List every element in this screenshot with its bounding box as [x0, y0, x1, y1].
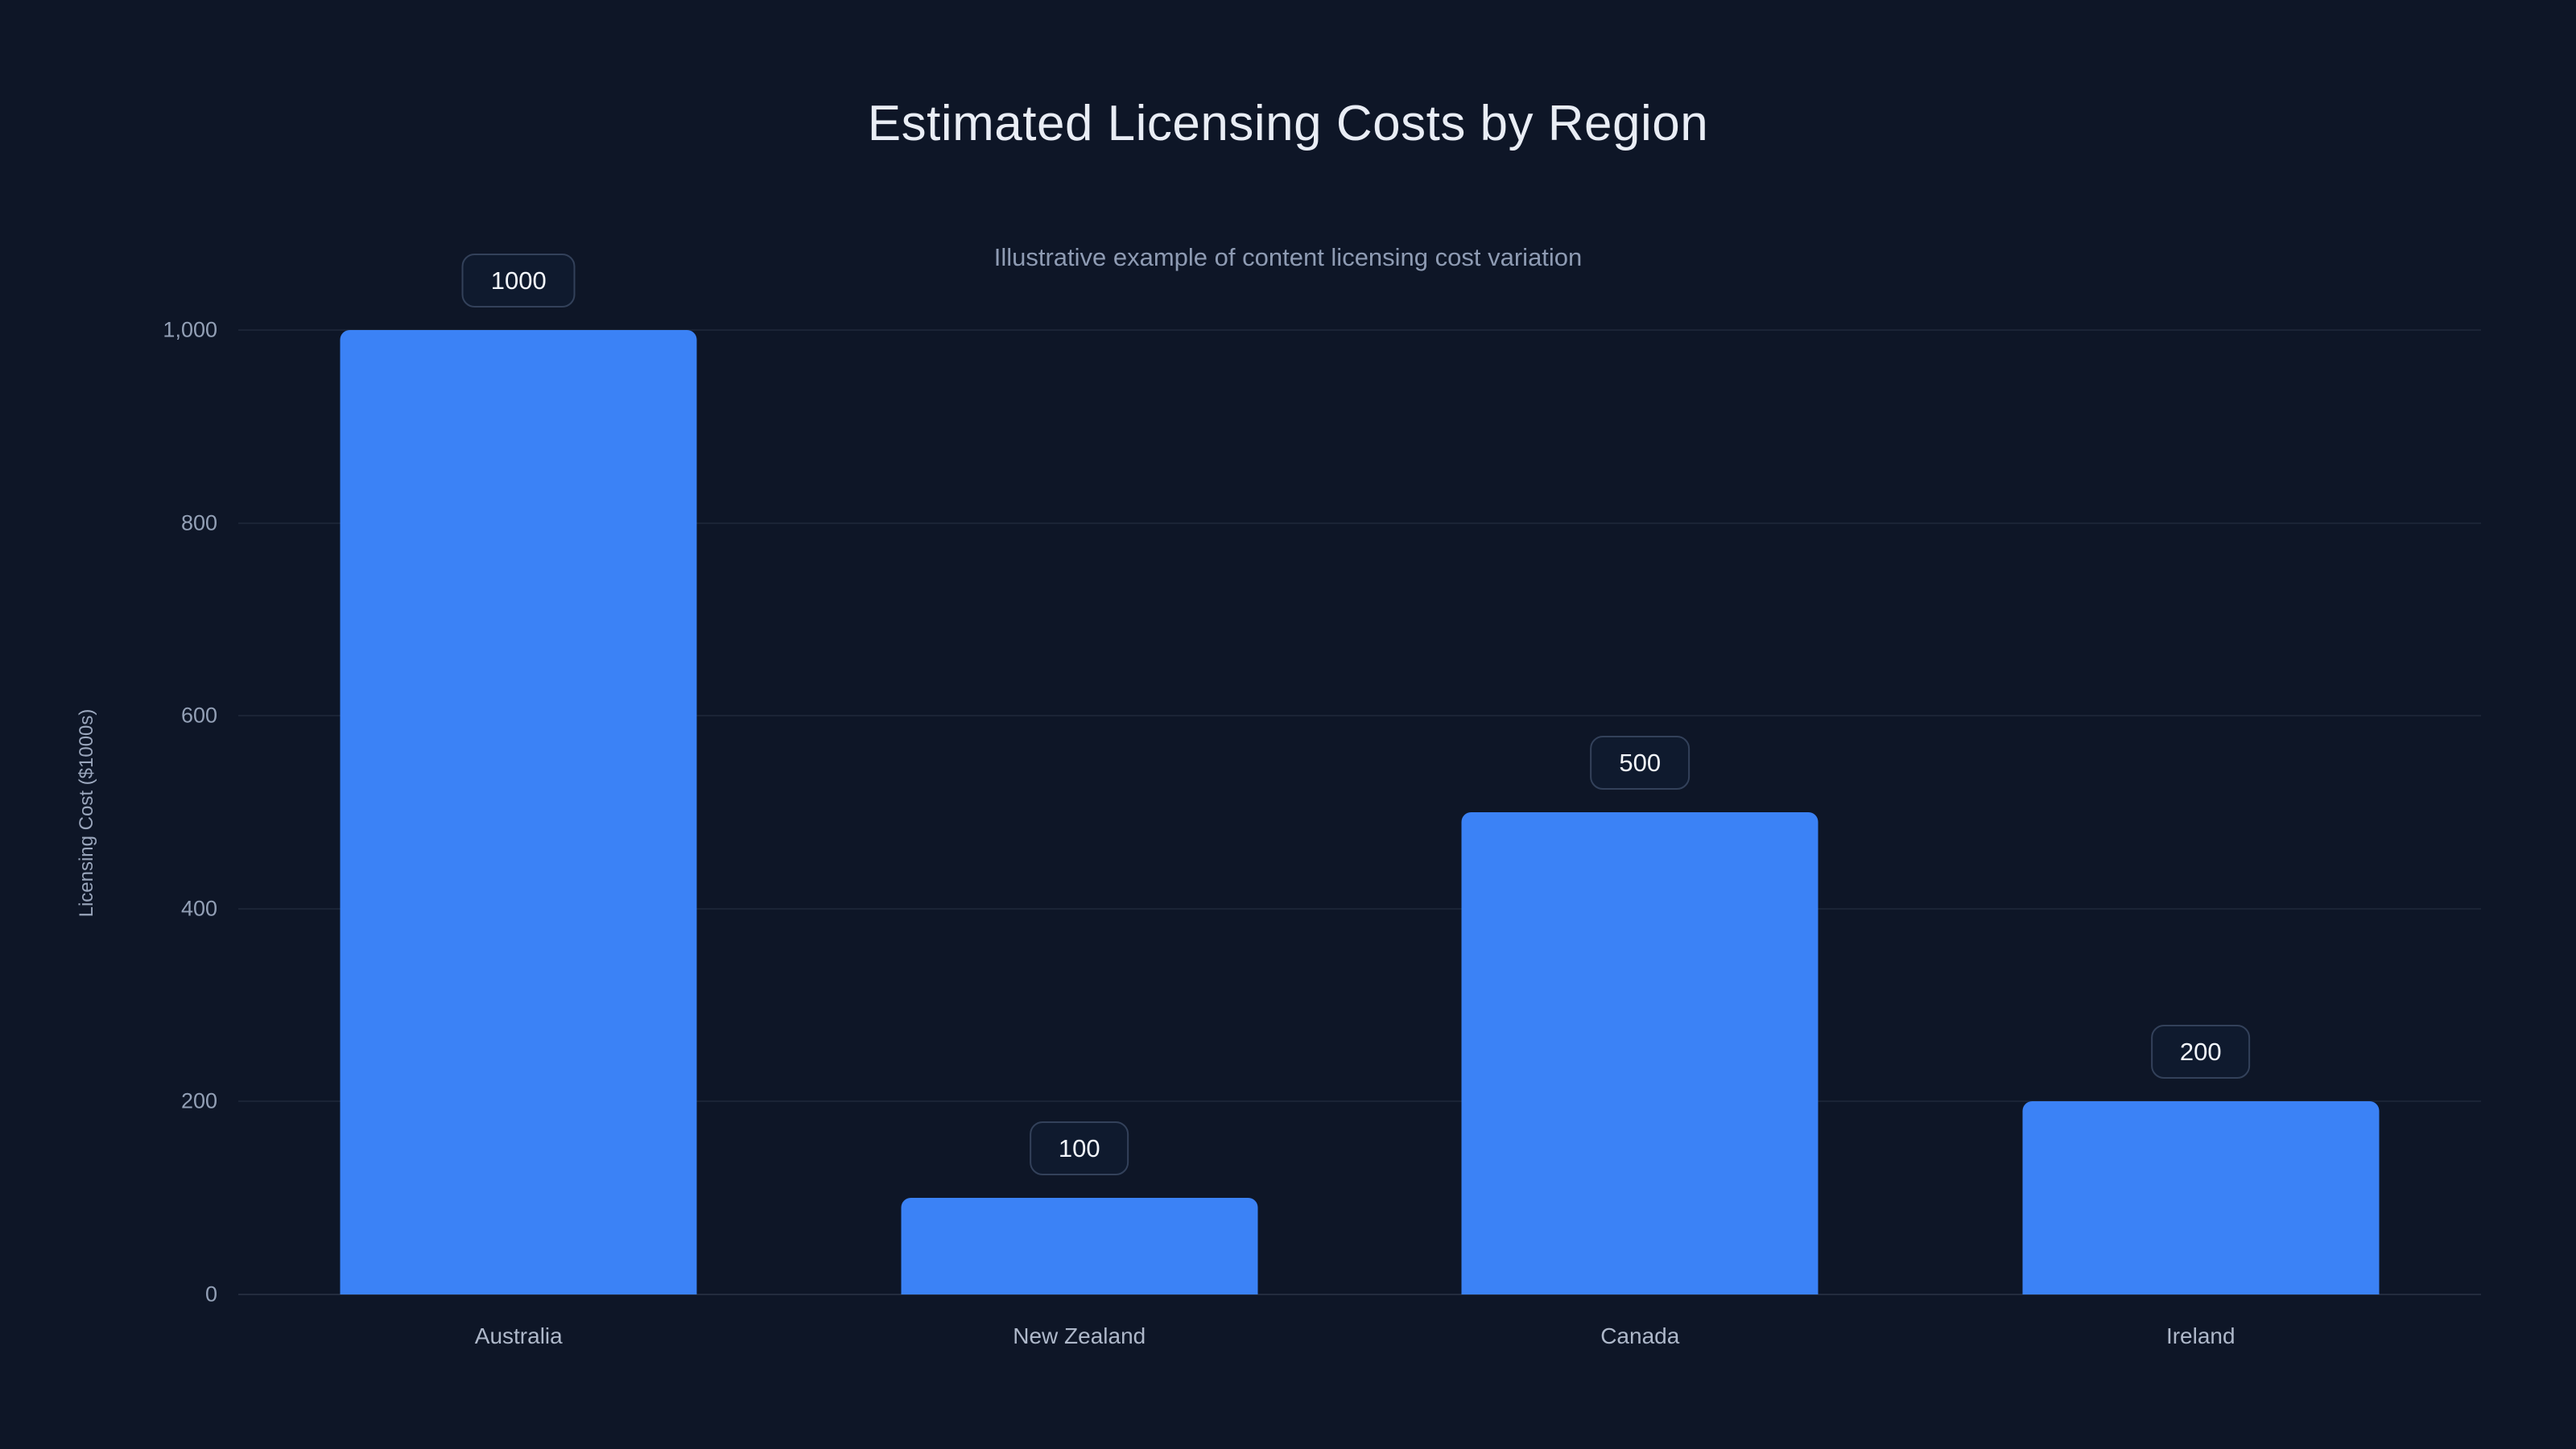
- bar-slot-canada: 500 Canada: [1360, 330, 1921, 1348]
- value-badge-australia: 1000: [461, 254, 576, 308]
- gridline-0: [238, 1294, 2481, 1295]
- plot-area: 0 200 400 600 800 1,000 1000 Australia 100 New Ze…: [163, 254, 2482, 1348]
- chart-title: Estimated Licensing Costs by Region: [867, 96, 1709, 151]
- value-badge-ireland: 200: [2150, 1025, 2251, 1080]
- x-axis-label-australia: Australia: [474, 1323, 563, 1348]
- x-axis-label-canada: Canada: [1600, 1323, 1680, 1348]
- bar-slot-new-zealand: 100 New Zealand: [799, 330, 1360, 1348]
- y-axis-title: Licensing Cost ($1000s): [76, 708, 97, 918]
- y-tick-label: 200: [180, 1088, 217, 1113]
- gridline-1000: [238, 329, 2481, 331]
- y-tick-label: 800: [180, 510, 217, 535]
- value-badge-new-zealand: 100: [1029, 1121, 1129, 1176]
- bar-ireland[interactable]: [2022, 1101, 2380, 1294]
- y-tick-label: 1,000: [163, 317, 217, 342]
- bar-slot-australia: 1000 Australia: [238, 254, 799, 1348]
- gridline-600: [238, 715, 2481, 717]
- gridline-400: [238, 907, 2481, 910]
- bar-canada[interactable]: [1461, 812, 1818, 1294]
- y-tick-label: 0: [204, 1282, 217, 1307]
- y-tick-label: 400: [180, 896, 217, 921]
- gridline-800: [238, 522, 2481, 524]
- bar-slot-ireland: 200 Ireland: [1921, 330, 2482, 1348]
- y-tick-label: 600: [180, 703, 217, 728]
- x-axis-label-new-zealand: New Zealand: [1013, 1323, 1146, 1348]
- bar-new-zealand[interactable]: [901, 1198, 1258, 1294]
- x-axis-label-ireland: Ireland: [2165, 1323, 2235, 1348]
- value-badge-canada: 500: [1590, 736, 1690, 790]
- chart-subtitle: Illustrative example of content licensin…: [993, 243, 1583, 271]
- gridline-200: [238, 1100, 2481, 1103]
- bar-australia[interactable]: [340, 330, 697, 1294]
